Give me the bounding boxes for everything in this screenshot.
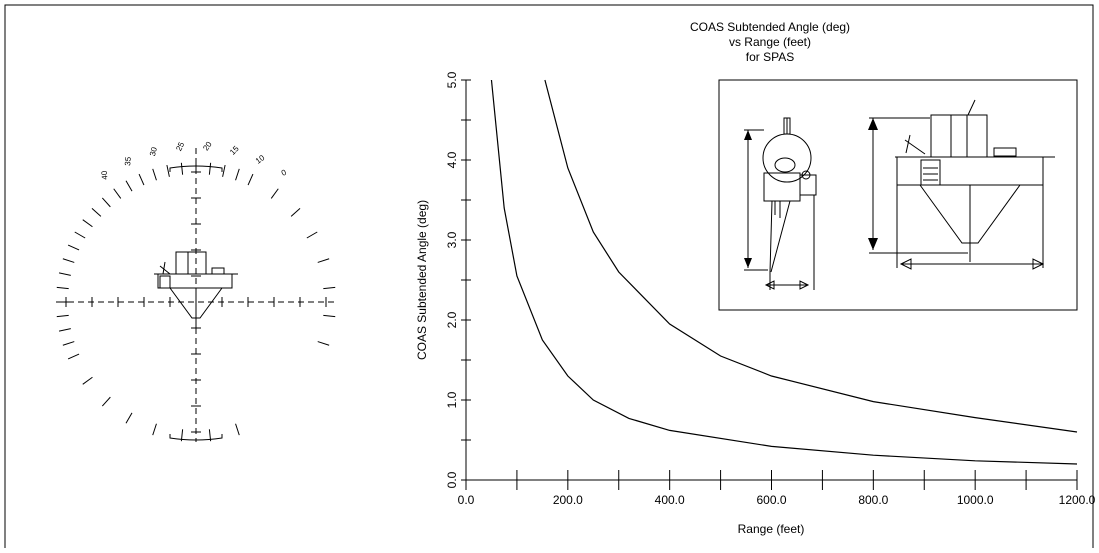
curve [490, 79, 1078, 465]
cross-mark [143, 249, 201, 307]
cross-mark [191, 297, 275, 381]
reticle-tick [323, 286, 336, 290]
reticle-tick [67, 353, 80, 360]
reticle-tick [56, 314, 69, 318]
titles: COAS Subtended Angle (deg) vs Range (fee… [415, 20, 850, 536]
x-tick-label: 800.0 [858, 493, 888, 507]
reticle-tick [180, 162, 184, 175]
reticle-tick [58, 272, 71, 276]
cross-mark [191, 297, 249, 355]
reticle-tick [208, 429, 212, 442]
chart-title: COAS Subtended Angle (deg) [690, 20, 850, 34]
reticle-tick [235, 168, 240, 181]
reticle-tick [152, 168, 157, 181]
reticle-tick [138, 173, 145, 186]
reticle-tick [317, 341, 330, 346]
reticle-tick [58, 328, 71, 332]
reticle-tick [208, 162, 212, 175]
curve [544, 79, 1078, 433]
scale-label: 0 [280, 168, 288, 178]
cross-mark [91, 197, 201, 307]
cross-mark [191, 297, 327, 433]
x-axis-label: Range (feet) [738, 522, 805, 536]
reticle-tick [82, 376, 93, 385]
reticle-tick [317, 258, 330, 263]
cross-mark [191, 297, 301, 407]
reticle-tick [323, 314, 336, 318]
y-tick-label: 1.0 [445, 391, 459, 408]
reticle-tick [82, 219, 93, 228]
reticle-tick [74, 231, 86, 239]
x-tick-label: 0.0 [458, 493, 475, 507]
reticle-tick [62, 258, 75, 263]
reticle-tick [152, 423, 157, 436]
inset-drawing [718, 79, 1078, 311]
reticle-tick [113, 188, 122, 199]
reticle-tick [125, 180, 133, 192]
reticle-tick [101, 197, 111, 208]
reticle-tick [290, 207, 301, 217]
cross-mark [65, 171, 201, 307]
reticle-tick [270, 188, 279, 199]
scale-label: 35 [123, 156, 133, 166]
reticle-tick [101, 396, 111, 407]
x-tick-label: 1200.0 [1059, 493, 1096, 507]
reticle-tick [180, 429, 184, 442]
reticle-tick [62, 341, 75, 346]
reticle-tick [125, 412, 133, 424]
cross-mark [169, 275, 201, 307]
y-tick-label: 3.0 [445, 231, 459, 248]
frame [4, 4, 1094, 548]
scale-label: 15 [228, 144, 241, 157]
reticle-tick [91, 207, 102, 217]
reticle-tick [306, 231, 318, 239]
y-tick-label: 4.0 [445, 151, 459, 168]
chart-subtitle: vs Range (feet) [729, 35, 811, 49]
x-tick-label: 400.0 [655, 493, 685, 507]
reticle-tick [56, 286, 69, 290]
chart-subtitle: for SPAS [746, 50, 794, 64]
y-tick-label: 5.0 [445, 71, 459, 88]
cross-mark [117, 223, 201, 307]
y-axis-label: COAS Subtended Angle (deg) [415, 200, 429, 360]
reticle-tick [247, 173, 254, 186]
y-tick-label: 0.0 [445, 471, 459, 488]
reticle: 40 35 30 25 20 15 10 0 [56, 139, 336, 442]
satellite [154, 251, 238, 328]
y-tick-label: 2.0 [445, 311, 459, 328]
x-tick-label: 1000.0 [957, 493, 994, 507]
reticle-tick [222, 164, 226, 177]
scale-label: 30 [148, 146, 159, 157]
x-tick-label: 200.0 [553, 493, 583, 507]
x-tick-label: 600.0 [756, 493, 786, 507]
reticle-tick [235, 423, 240, 436]
scale-label: 25 [174, 140, 186, 152]
reticle-tick [67, 244, 80, 251]
reticle-tick [166, 164, 170, 177]
scale-label: 10 [254, 153, 267, 166]
scale-label: 40 [100, 170, 110, 180]
scale-label: 20 [201, 139, 214, 152]
